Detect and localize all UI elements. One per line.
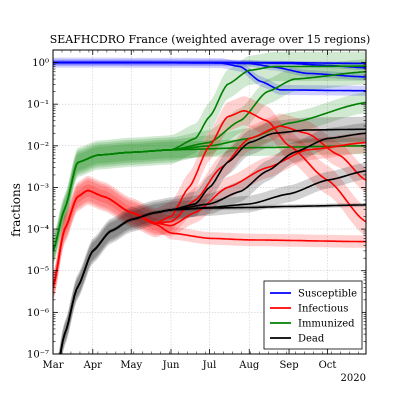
series-band <box>53 59 366 264</box>
axis-ticks: 10⁻⁷ 10⁻⁶ 10⁻⁵ 10⁻⁴ 10⁻³ 10⁻² 10⁻¹ 10⁰ Mar Apr May… <box>27 49 366 371</box>
y-axis-label: fractions <box>9 183 23 237</box>
series-line <box>53 61 366 65</box>
legend-label: Immunized <box>298 319 355 330</box>
series-band <box>53 59 366 81</box>
series-band <box>53 137 366 260</box>
x-tick-label: Aug <box>238 360 260 371</box>
legend-label: Susceptible <box>298 289 357 300</box>
x-offset-label: 2020 <box>341 373 366 384</box>
y-tick-label: 10⁻⁶ <box>27 308 49 319</box>
y-tick-label: 10⁻² <box>27 141 49 152</box>
y-tick-label: 10⁻¹ <box>27 100 49 111</box>
series-band <box>53 132 366 298</box>
series-band <box>53 113 366 300</box>
x-tick-label: May <box>120 360 142 371</box>
x-tick-label: Mar <box>43 360 64 371</box>
series-band <box>53 116 366 354</box>
x-tick-label: Oct <box>319 360 337 371</box>
series-band <box>53 57 366 96</box>
y-tick-label: 10⁻⁵ <box>27 266 49 277</box>
x-tick-label: Sep <box>279 360 298 371</box>
series-band <box>53 92 366 262</box>
series-line <box>59 204 366 354</box>
chart-title: SEAFHCDRO France (weighted average over … <box>50 33 371 46</box>
series-line <box>53 145 366 252</box>
legend: Susceptible Infectious Immunized Dead <box>263 280 363 350</box>
x-tick-label: Jun <box>162 360 180 371</box>
series-lines <box>53 61 366 354</box>
y-tick-label: 10⁻⁷ <box>27 350 49 361</box>
series-line <box>53 189 366 288</box>
y-tick-label: 10⁻³ <box>27 183 49 194</box>
y-tick-label: 10⁰ <box>32 58 49 69</box>
x-tick-label: Jul <box>202 360 217 371</box>
y-tick-label: 10⁻⁴ <box>27 225 49 236</box>
legend-label: Infectious <box>298 304 348 315</box>
x-tick-label: Apr <box>83 360 103 371</box>
series-band <box>53 51 366 266</box>
legend-label: Dead <box>298 334 325 345</box>
